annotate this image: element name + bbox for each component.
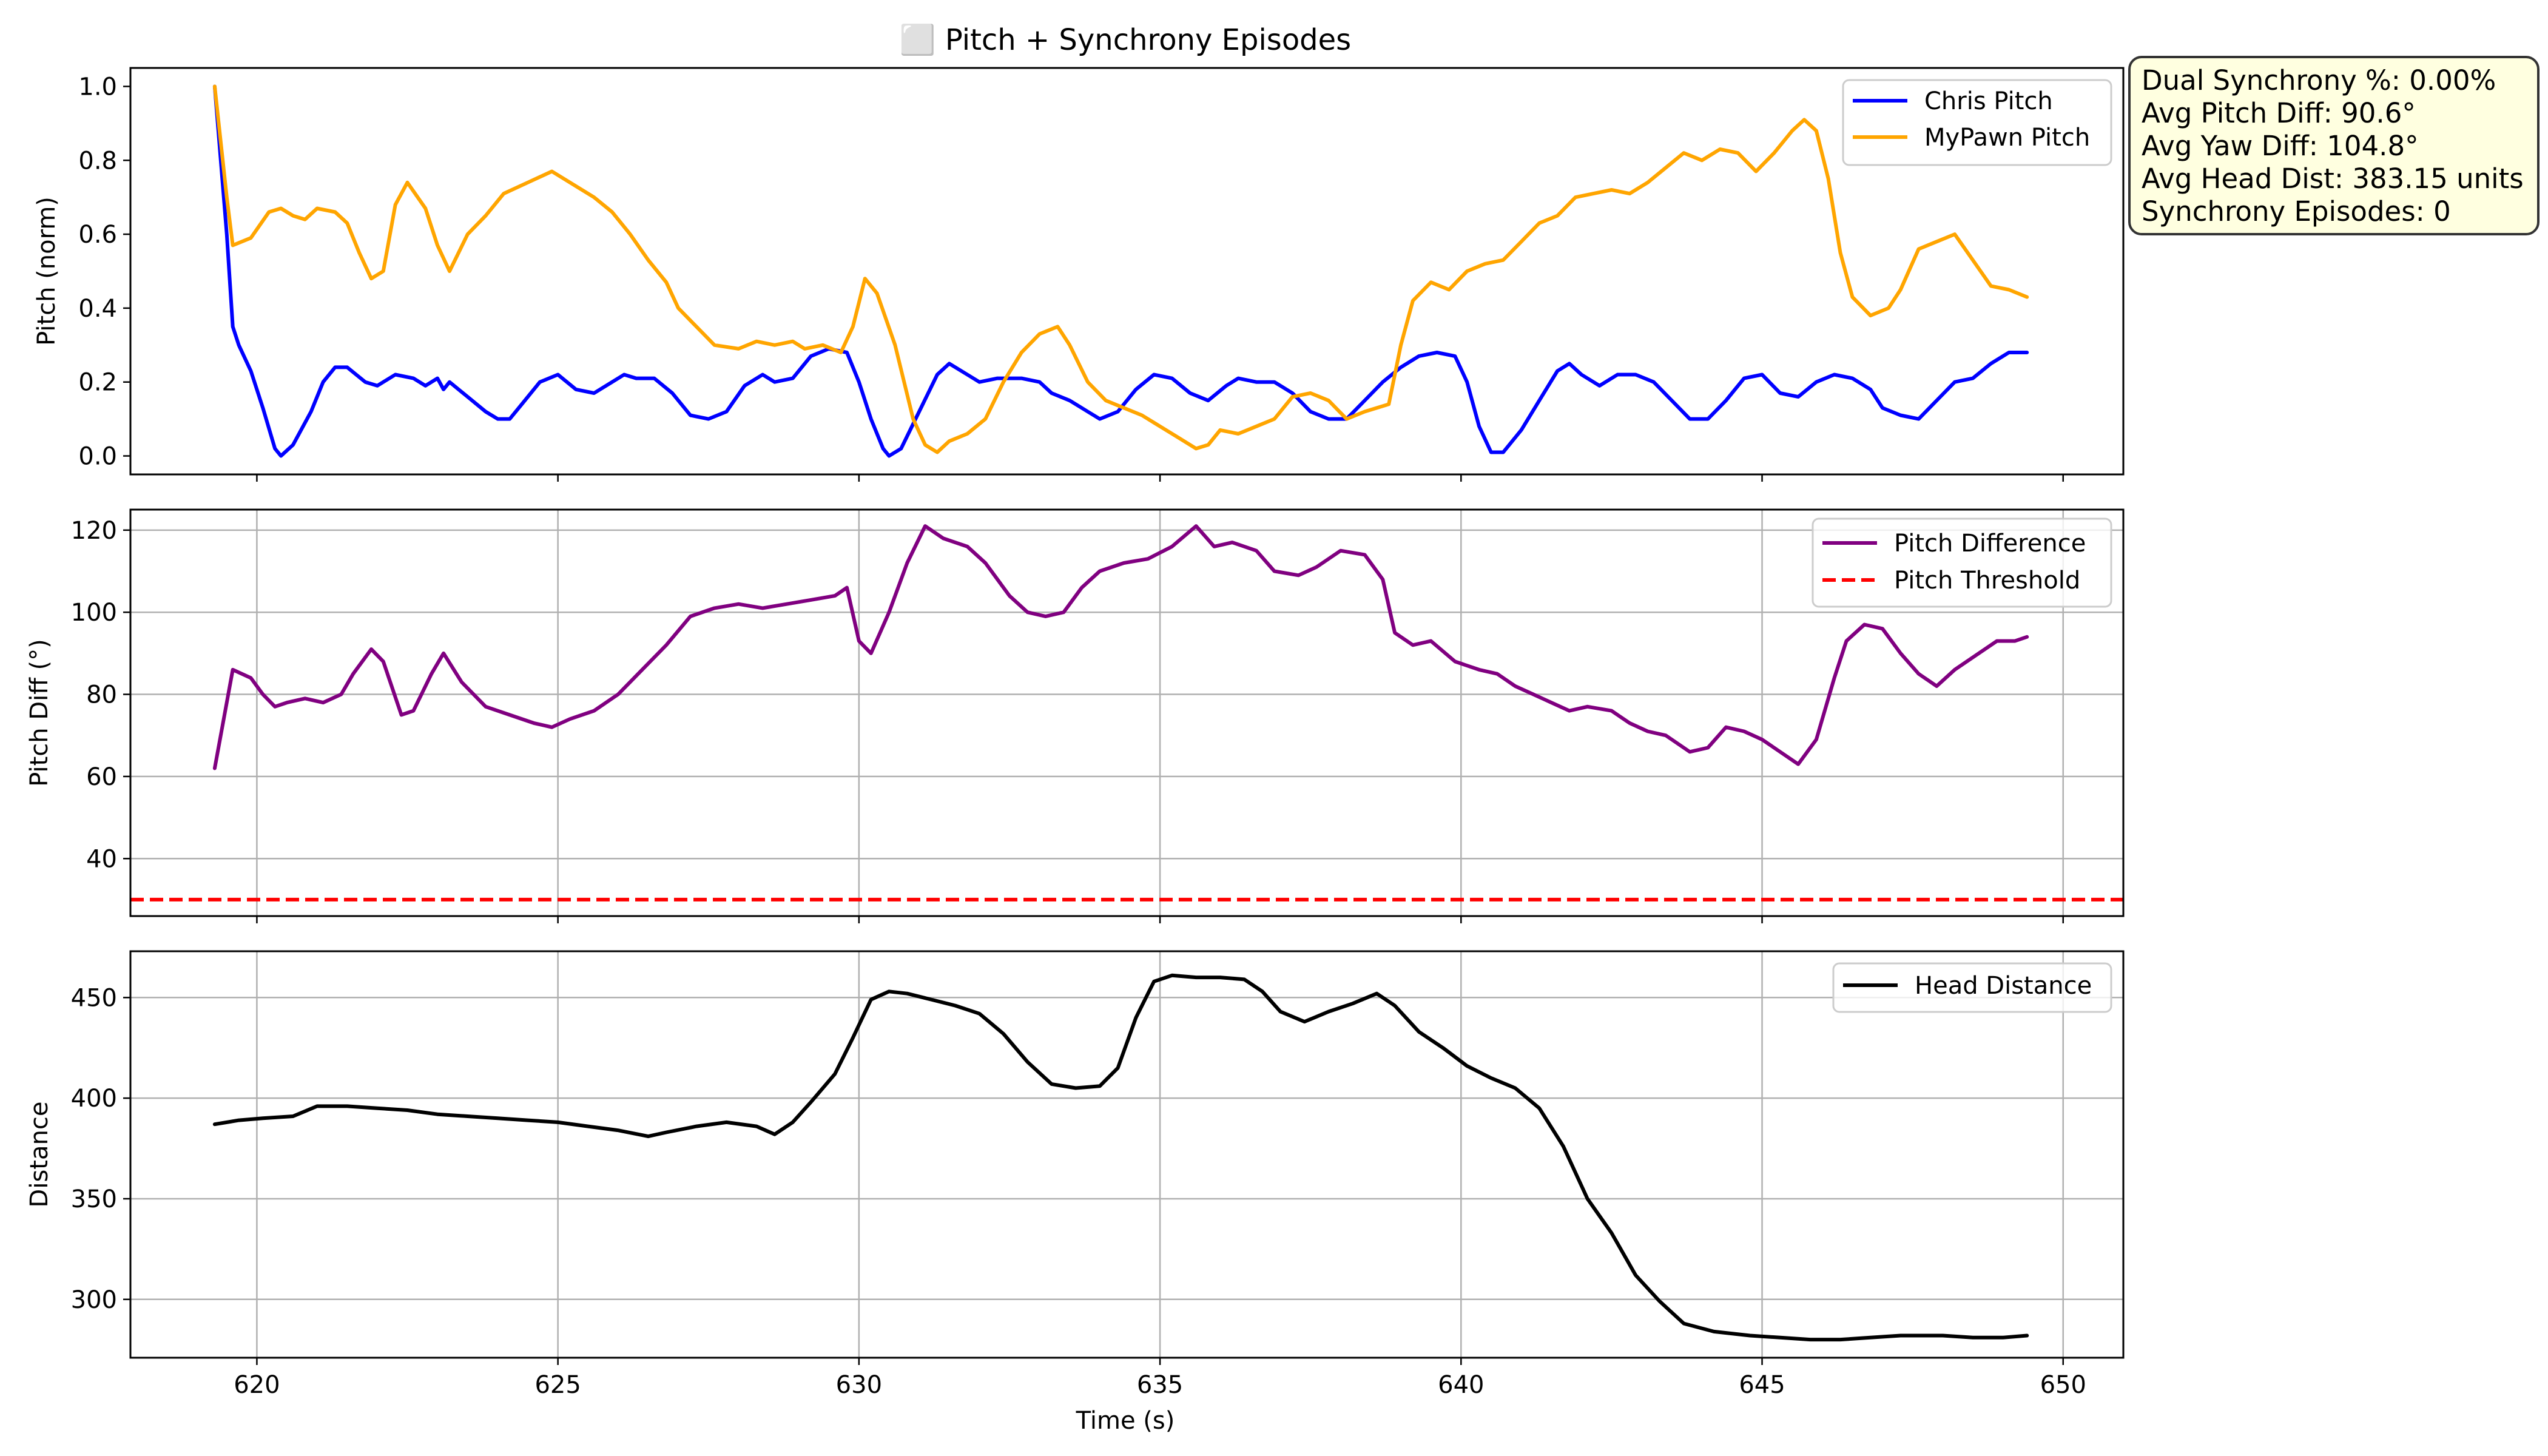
series-line-head-distance [212,973,2029,1342]
pitch-y-tick-label-0-0: 0.0 [78,443,117,471]
x-tick-label-640: 640 [1438,1371,1484,1399]
series-line-pitch-difference [212,524,2029,770]
distance-y-tick-label-300: 300 [71,1286,117,1314]
pitch-y-tick-label-1-0: 1.0 [78,73,117,101]
pitch-diff-y-tick-label-40: 40 [86,845,117,873]
distance-panel: 620 625 630 635 640 645 650 300 350 400 450 Distan… [25,950,2125,1399]
x-tick-label-635: 635 [1137,1371,1183,1399]
pitch-y-tick-label-0-2: 0.2 [78,369,117,397]
stats-line-avg-yaw-diff: Avg Yaw Diff: 104.8° [2142,130,2419,162]
pitch-panel-frame [129,67,2125,476]
pitch-diff-y-tick-label-100: 100 [71,599,117,627]
pitch-diff-y-axis-label: Pitch Diff (°) [25,639,53,787]
pitch-diff-y-tick-label-120: 120 [71,517,117,545]
pitch-y-axis-label: Pitch (norm) [33,197,61,346]
distance-y-tick-label-350: 350 [71,1185,117,1213]
distance-y-tick-label-450: 450 [71,984,117,1012]
x-tick-label-620: 620 [234,1371,280,1399]
distance-panel-frame [129,950,2125,1359]
x-tick-label-645: 645 [1739,1371,1785,1399]
pitch-diff-panel: 40 60 80 100 120 Pitch Diff (°) Pitch Differ… [25,508,2125,923]
x-tick-label-630: 630 [836,1371,882,1399]
stats-line-dual-synchrony: Dual Synchrony %: 0.00% [2142,64,2496,96]
pitch-diff-y-tick-label-80: 80 [86,681,117,709]
pitch-diff-legend-box [1812,517,2112,608]
distance-y-tick-label-400: 400 [71,1085,117,1113]
stats-box: Dual Synchrony %: 0.00% Avg Pitch Diff: … [2128,56,2540,235]
legend-label-pitch-difference: Pitch Difference [1894,530,2086,558]
legend-label-chris-pitch: Chris Pitch [1924,87,2053,115]
pitch-diff-panel-frame [129,508,2125,917]
pitch-y-tick-label-0-6: 0.6 [78,221,117,249]
pitch-diff-y-tick-label-60: 60 [86,763,117,791]
stats-line-avg-head-dist: Avg Head Dist: 383.15 units [2142,163,2524,195]
series-line-chris-pitch [212,84,2029,458]
legend-label-head-distance: Head Distance [1915,972,2092,1000]
stats-line-avg-pitch-diff: Avg Pitch Diff: 90.6° [2142,97,2416,129]
pitch-legend-box [1842,79,2112,166]
pitch-panel: 0.0 0.2 0.4 0.6 0.8 1.0 Pitch (norm) Chris Pi… [33,67,2125,482]
legend-label-mypawn-pitch: MyPawn Pitch [1924,124,2090,152]
x-tick-label-650: 650 [2040,1371,2086,1399]
distance-legend-box [1832,962,2112,1013]
pitch-y-tick-label-0-8: 0.8 [78,147,117,175]
distance-y-axis-label: Distance [25,1102,53,1208]
pitch-y-tick-label-0-4: 0.4 [78,295,117,323]
chart-title: ⬜ Pitch + Synchrony Episodes [900,23,1351,57]
legend-label-pitch-threshold: Pitch Threshold [1894,567,2080,595]
x-axis-label: Time (s) [1076,1407,1175,1435]
series-line-mypawn-pitch [212,84,2029,454]
pitch-legend: Chris Pitch MyPawn Pitch [1842,79,2112,166]
pitch-diff-legend: Pitch Difference Pitch Threshold [1812,517,2112,608]
x-tick-label-625: 625 [534,1371,581,1399]
distance-legend: Head Distance [1832,962,2112,1013]
stats-line-synchrony-episodes: Synchrony Episodes: 0 [2142,195,2451,228]
